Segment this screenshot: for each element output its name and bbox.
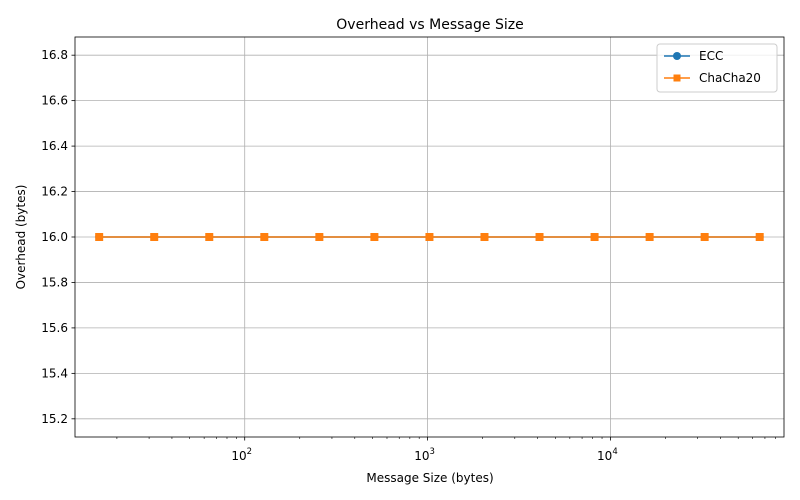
point-chacha20 [315,233,324,241]
x-tick-label: 103 [414,447,435,463]
point-chacha20 [755,233,764,241]
y-tick-label: 15.2 [41,412,68,426]
legend-marker-ecc [673,52,681,60]
point-chacha20 [480,233,489,241]
x-tick-label: 104 [597,447,618,463]
y-tick-label: 16.4 [41,139,68,153]
x-tick-label: 102 [231,447,252,463]
point-chacha20 [535,233,544,241]
point-chacha20 [260,233,269,241]
legend: ECC ChaCha20 [656,43,778,93]
point-chacha20 [645,233,654,241]
point-chacha20 [370,233,379,241]
y-axis-label: Overhead (bytes) [14,185,28,290]
x-ticks: 102 103 104 [116,437,776,463]
point-chacha20 [150,233,159,241]
chart-title: Overhead vs Message Size [336,17,523,33]
point-chacha20 [700,233,709,241]
y-tick-label: 16.2 [41,185,68,199]
legend-marker-chacha20 [673,74,681,82]
legend-label-ecc: ECC [699,49,723,63]
y-tick-label: 16.0 [41,230,68,244]
point-chacha20 [590,233,599,241]
legend-label-chacha20: ChaCha20 [699,71,761,85]
x-axis-label: Message Size (bytes) [366,471,493,485]
point-chacha20 [95,233,104,241]
y-tick-label: 16.6 [41,94,68,108]
point-chacha20 [205,233,214,241]
y-tick-label: 16.8 [41,48,68,62]
point-chacha20 [425,233,434,241]
y-tick-label: 15.6 [41,321,68,335]
series-layer [95,233,764,241]
y-tick-label: 15.8 [41,275,68,289]
y-ticks: 15.2 15.4 15.6 15.8 16.0 16.2 16.4 16.6 16.8 [41,48,75,426]
y-tick-label: 15.4 [41,366,68,380]
